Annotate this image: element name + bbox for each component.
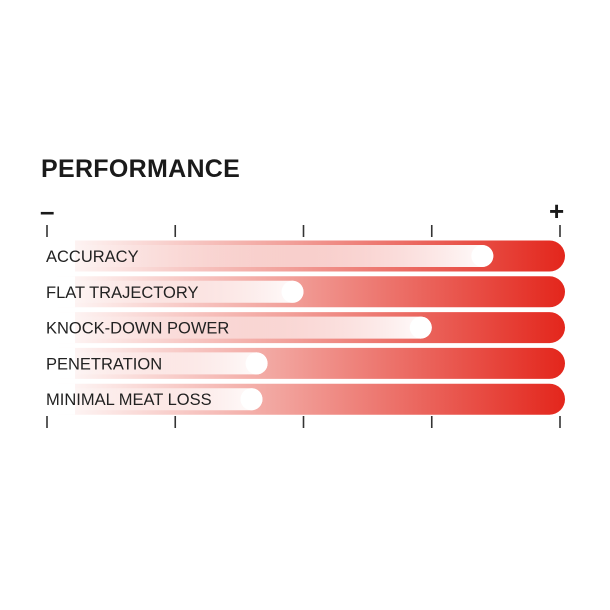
value-marker	[281, 280, 304, 303]
value-marker	[471, 245, 494, 267]
value-marker	[245, 352, 268, 375]
chart-title: PERFORMANCE	[41, 155, 241, 183]
value-bar	[44, 245, 494, 267]
plus-label: +	[549, 196, 564, 226]
category-label: KNOCK-DOWN POWER	[46, 320, 229, 338]
bar-row: KNOCK-DOWN POWER	[44, 312, 565, 344]
bar-row: FLAT TRAJECTORY	[44, 276, 565, 308]
category-label: PENETRATION	[46, 355, 162, 373]
category-label: FLAT TRAJECTORY	[46, 284, 199, 302]
category-label: ACCURACY	[46, 248, 139, 266]
bar-row: ACCURACY	[44, 240, 565, 272]
value-bar	[44, 388, 263, 411]
bar-row: PENETRATION	[44, 347, 565, 379]
value-marker	[240, 388, 263, 411]
category-label: MINIMAL MEAT LOSS	[46, 391, 212, 409]
value-bar	[44, 280, 304, 303]
value-bar	[44, 352, 268, 375]
value-bar	[44, 316, 432, 339]
value-marker	[409, 316, 432, 339]
minus-label: –	[40, 196, 54, 226]
bar-row: MINIMAL MEAT LOSS	[44, 383, 565, 415]
